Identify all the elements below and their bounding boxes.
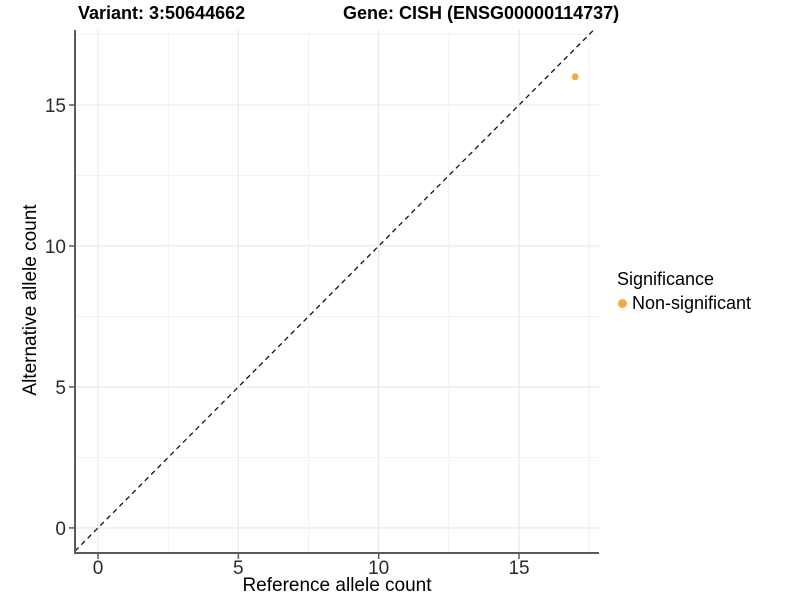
legend-title: Significance [617,269,715,289]
identity-line [74,29,595,552]
legend: Significance Non-significant [617,269,751,314]
y-tick-label: 0 [55,519,66,540]
variant-title: Variant: 3:50644662 [78,3,246,23]
legend-point-icon [618,299,627,308]
y-tick-label: 5 [55,378,66,399]
x-axis-label: Reference allele count [242,575,432,596]
y-tick-label: 15 [45,96,66,117]
x-tick-label: 15 [508,558,529,579]
x-tick-label: 5 [233,558,244,579]
gene-title: Gene: CISH (ENSG00000114737) [343,3,620,23]
y-tick-label: 10 [45,237,66,258]
legend-item-label: Non-significant [632,293,752,313]
x-tick-label: 0 [93,558,104,579]
y-axis-label: Alternative allele count [20,204,41,396]
data-point [571,73,579,81]
x-tick-label: 10 [368,558,389,579]
legend-item: Non-significant [617,293,751,314]
